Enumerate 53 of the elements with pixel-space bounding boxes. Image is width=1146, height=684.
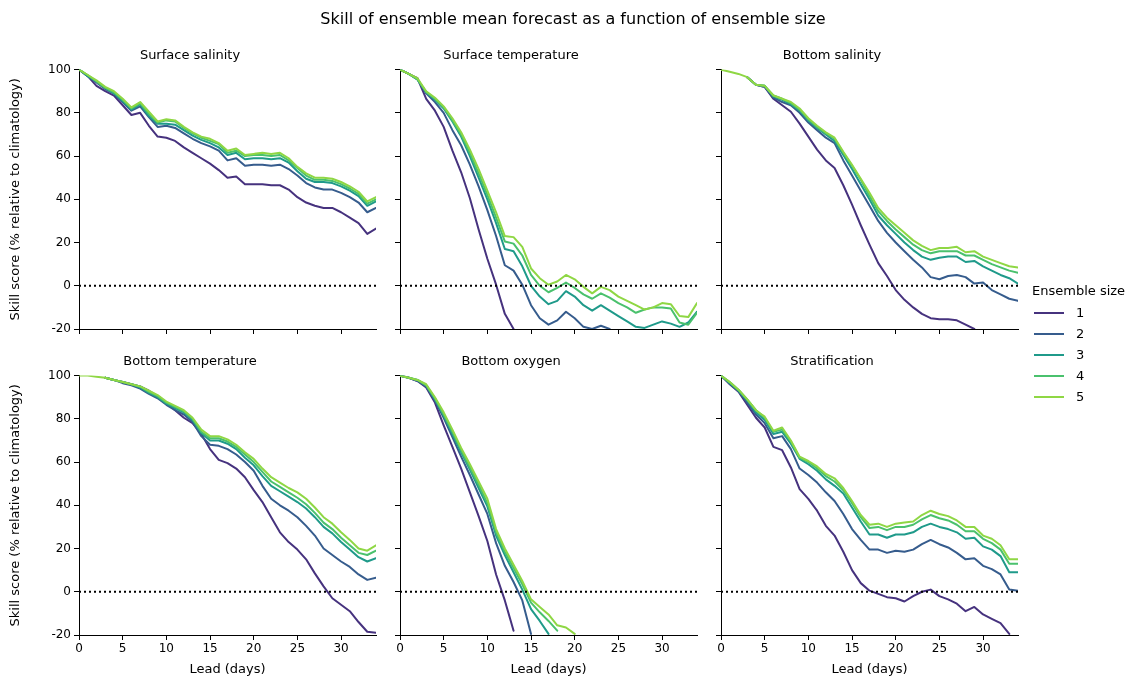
x-tick-label: 5: [118, 641, 127, 656]
x-tick-label: 25: [931, 641, 948, 656]
x-axis-title: Lead (days): [189, 660, 266, 676]
x-tick-label: 5: [760, 641, 769, 656]
legend-label: 2: [1076, 326, 1085, 341]
y-tick-label: 60: [55, 454, 71, 469]
y-tick-label: 40: [55, 497, 71, 512]
legend-label: 1: [1076, 305, 1085, 320]
chart-title: Surface temperature: [443, 47, 579, 63]
chart-title: Surface salinity: [139, 47, 241, 63]
y-axis-title: Skill score (% relative to climatology): [7, 78, 23, 321]
y-tick-label: 0: [63, 277, 71, 292]
x-tick-label: 15: [844, 641, 860, 656]
y-tick-label: 60: [55, 148, 71, 163]
y-tick-label: 20: [55, 234, 71, 249]
x-tick-label: 15: [202, 641, 218, 656]
x-tick-label: 30: [333, 641, 349, 656]
y-tick-label: 80: [55, 410, 71, 425]
x-tick-label: 15: [523, 641, 539, 656]
y-tick-label: -20: [51, 627, 71, 642]
x-tick-label: 25: [610, 641, 627, 656]
x-axis-title: Lead (days): [510, 660, 587, 676]
y-tick-label: 0: [63, 583, 71, 598]
x-tick-label: 5: [439, 641, 448, 656]
text: Skill of ensemble mean forecast as a function of ensemble size: [319, 9, 827, 28]
x-tick-label: 20: [888, 641, 904, 656]
x-tick-label: 10: [479, 641, 495, 656]
x-tick-label: 25: [289, 641, 306, 656]
y-tick-label: 100: [48, 367, 71, 382]
y-tick-label: -20: [51, 321, 71, 336]
y-tick-label: 20: [55, 540, 71, 555]
chart-title: Bottom oxygen: [461, 353, 561, 369]
x-tick-label: 30: [654, 641, 670, 656]
legend-label: 4: [1076, 368, 1085, 383]
x-tick-label: 20: [246, 641, 262, 656]
x-tick-label: 0: [717, 641, 725, 656]
y-tick-label: 100: [48, 61, 71, 76]
chart-title: Bottom temperature: [123, 353, 257, 369]
x-tick-label: 0: [75, 641, 83, 656]
y-tick-label: 40: [55, 191, 71, 206]
y-axis-title: Skill score (% relative to climatology): [7, 384, 23, 627]
chart-title: Stratification: [790, 353, 874, 369]
chart-title: Bottom salinity: [782, 47, 882, 63]
y-tick-label: 80: [55, 104, 71, 119]
legend-label: 5: [1076, 389, 1085, 404]
x-tick-label: 10: [158, 641, 174, 656]
x-tick-label: 30: [975, 641, 991, 656]
x-axis-title: Lead (days): [831, 660, 908, 676]
x-tick-label: 10: [800, 641, 816, 656]
x-tick-label: 20: [567, 641, 583, 656]
legend-title: Ensemble size: [1032, 283, 1126, 298]
x-tick-label: 0: [396, 641, 404, 656]
legend-label: 3: [1076, 347, 1085, 362]
